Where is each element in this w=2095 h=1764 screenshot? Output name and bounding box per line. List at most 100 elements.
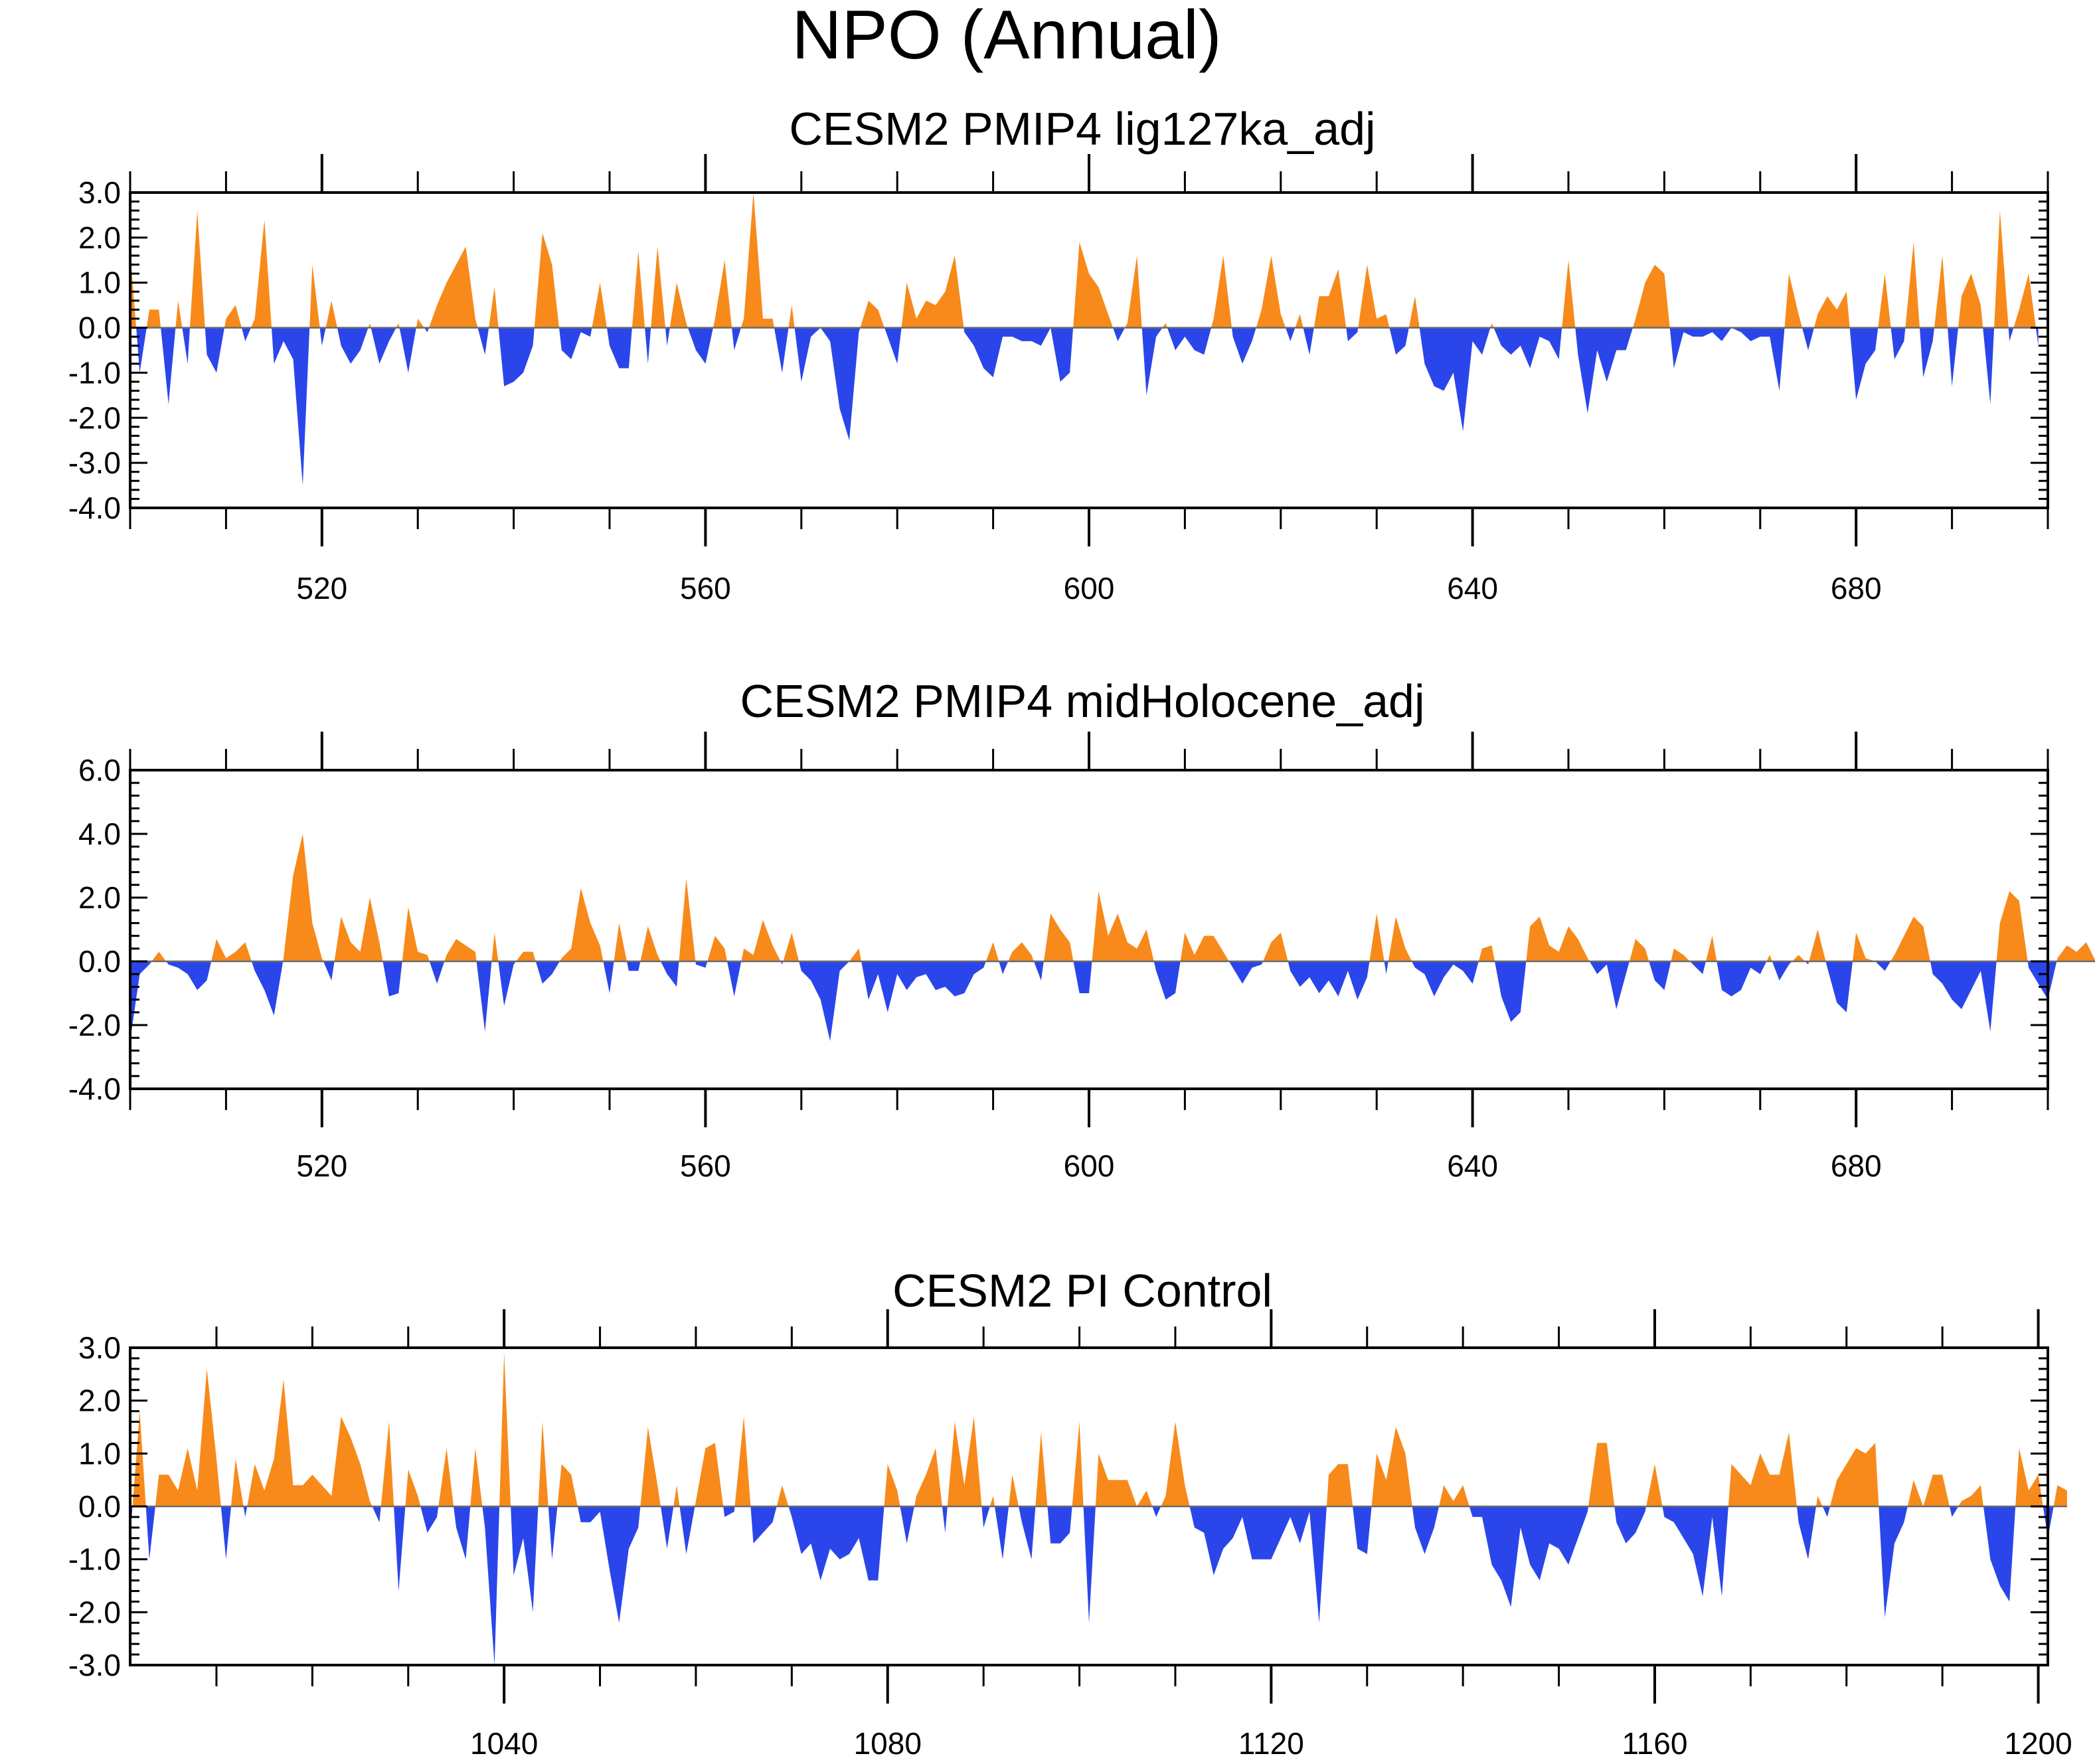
negative-anomaly-area-64 [1825,961,1853,1012]
negative-anomaly-area-8 [372,1506,381,1522]
panel-2-title: CESM2 PMIP4 midHolocene_adj [740,675,1424,727]
positive-anomaly-area-64 [1358,264,1390,328]
y-tick-label: 0.0 [78,944,121,979]
panel-1-series [130,193,2039,486]
negative-anomaly-area-47 [964,327,1051,378]
positive-anomaly-area-27 [741,920,781,961]
positive-anomaly-area-72 [1633,264,1670,328]
negative-anomaly-area-39 [774,327,789,373]
positive-anomaly-area-47 [1095,1453,1153,1506]
negative-anomaly-area-26 [727,961,742,997]
negative-anomaly-area-49 [1050,327,1074,382]
negative-anomaly-area-29 [606,327,632,368]
y-tick-label: 4.0 [78,817,121,851]
negative-anomaly-area-45 [884,327,902,364]
positive-anomaly-area-38 [741,193,774,328]
positive-anomaly-area-54 [1162,323,1167,328]
negative-anomaly-area-6 [243,1506,248,1517]
positive-anomaly-area-70 [1562,260,1576,328]
negative-anomaly-area-48 [1412,961,1479,997]
positive-anomaly-area-39 [1092,891,1154,961]
panel-2: CESM2 PMIP4 midHolocene_adj 6.0 4.0 2.0 0.0… [68,675,2095,1183]
positive-anomaly-area-37 [1043,914,1074,961]
positive-anomaly-area-46 [901,256,964,328]
positive-anomaly-area-9 [402,907,430,961]
positive-anomaly-area-1 [132,1411,146,1506]
negative-anomaly-area-8 [382,961,402,997]
panel-2-series [130,834,2095,1041]
y-tick-label: -1.0 [68,1542,121,1577]
positive-anomaly-area-8 [224,305,242,328]
positive-anomaly-area-1 [151,951,167,961]
negative-anomaly-area-75 [1731,327,1785,391]
x-tick-label: 1200 [2004,1726,2072,1761]
x-tick-label: 520 [296,571,347,605]
positive-anomaly-area-60 [1295,314,1303,328]
negative-anomaly-area-70 [1983,1506,2016,1602]
positive-anomaly-area-7 [334,898,383,961]
negative-anomaly-area-69 [1493,327,1562,368]
negative-anomaly-area-40 [995,1506,1009,1560]
negative-anomaly-area-42 [1228,961,1263,984]
negative-anomaly-area-16 [535,961,560,984]
positive-anomaly-area-69 [1958,1485,1983,1506]
positive-anomaly-area-15 [470,1448,483,1506]
negative-anomaly-area-68 [1950,1506,1959,1517]
positive-anomaly-area-45 [1072,1421,1084,1506]
negative-anomaly-area-34 [999,961,1009,975]
negative-anomaly-area-17 [371,327,396,364]
positive-anomaly-area-22 [429,246,478,328]
positive-anomaly-area-65 [1830,1443,1879,1506]
negative-anomaly-area-83 [1920,327,1934,378]
positive-anomaly-area-7 [247,1379,373,1506]
positive-anomaly-area-33 [884,1464,900,1506]
positive-anomaly-area-69 [1996,891,2028,961]
negative-anomaly-area-53 [1141,327,1163,396]
positive-anomaly-area-63 [1809,929,1826,961]
positive-anomaly-area-20 [416,319,424,328]
positive-anomaly-area-25 [707,935,728,961]
negative-anomaly-area-32 [861,961,986,1012]
positive-anomaly-area-32 [651,246,665,328]
plot-frame [129,769,2049,1090]
positive-anomaly-area-24 [489,287,499,328]
negative-anomaly-area-44 [1288,961,1370,1000]
positive-anomaly-area-30 [631,251,645,328]
positive-anomaly-area-29 [783,932,799,961]
positive-anomaly-area-19 [538,1421,548,1506]
negative-anomaly-area-1 [136,327,147,373]
positive-anomaly-area-44 [860,300,884,328]
positive-anomaly-area-13 [438,1448,454,1506]
positive-anomaly-area-12 [309,264,320,328]
negative-anomaly-area-10 [429,961,445,984]
negative-anomaly-area-25 [498,327,535,386]
positive-anomaly-area-53 [1371,1427,1412,1506]
x-tick-label: 680 [1831,1149,1882,1183]
positive-anomaly-area-43 [1035,1432,1048,1506]
positive-anomaly-area-34 [669,282,688,328]
positive-anomaly-area-66 [1408,296,1420,328]
negative-anomaly-area-15 [337,327,369,364]
panel-2-x-tick-labels: 520 560 600 640 680 [296,1149,1881,1183]
negative-anomaly-area-64 [1822,1506,1830,1517]
positive-anomaly-area-35 [1008,942,1034,961]
positive-anomaly-area-16 [368,323,371,328]
negative-anomaly-area-51 [1113,327,1126,341]
negative-anomaly-area-14 [454,1506,471,1560]
positive-anomaly-area-51 [1526,916,1590,961]
positive-anomaly-area-80 [1878,274,1891,328]
negative-anomaly-area-58 [1717,961,1767,997]
positive-anomaly-area-10 [250,219,272,328]
positive-anomaly-area-58 [1256,256,1286,328]
negative-anomaly-area-52 [1353,1506,1372,1554]
negative-anomaly-area-0 [130,961,152,1041]
panel-1-axes [129,154,2049,546]
y-tick-label: 0.0 [78,311,121,345]
positive-anomaly-area-40 [788,305,795,328]
y-tick-label: 0.0 [78,1489,121,1524]
negative-anomaly-area-60 [1662,1506,1728,1597]
negative-anomaly-area-56 [1689,961,1706,975]
positive-anomaly-area-15 [516,951,536,961]
positive-anomaly-area-11 [444,939,477,961]
